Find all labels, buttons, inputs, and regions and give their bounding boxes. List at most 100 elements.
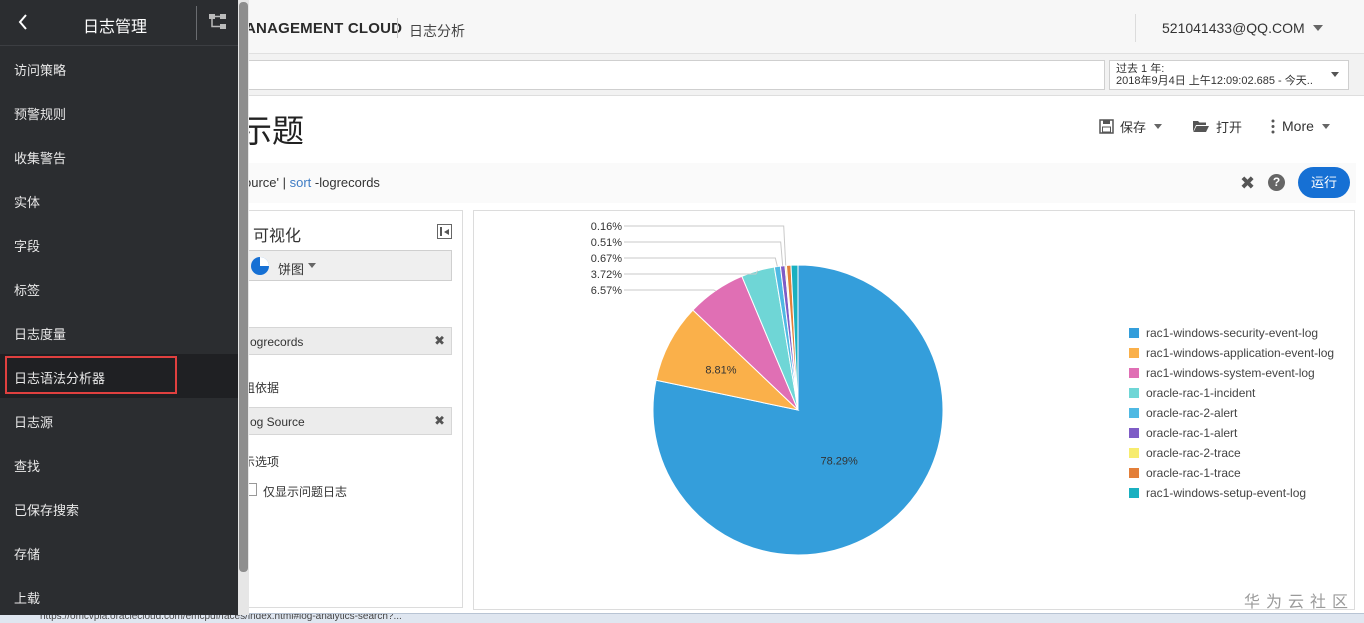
- sidebar-item-log-sources[interactable]: 日志源: [0, 398, 238, 442]
- clear-query-close-icon[interactable]: ✖: [1240, 173, 1256, 193]
- status-url: https://omcvpla.oraclecloud.com/emcpdf/f…: [40, 613, 402, 622]
- sidebar-item-uploads[interactable]: 上载: [0, 574, 238, 618]
- sidebar-scrollbar-thumb[interactable]: [239, 2, 248, 572]
- sidebar-item-label: 访问策略: [14, 63, 67, 78]
- sidebar: 日志管理 访问策略预警规则收集警告实体字段标签日志度量日志语法分析器日志源查找已…: [0, 0, 238, 615]
- chart-panel: 78.29% 8.81% 6.57% 3.72% 0.67% 0.51% 0.16% rac…: [473, 210, 1355, 610]
- sidebar-item-entities[interactable]: 实体: [0, 178, 238, 222]
- save-chevron-down-icon: [1154, 123, 1163, 129]
- time-range-line2: 2018年9月4日 上午12:09:02.685 - 今天..: [1116, 75, 1313, 87]
- user-divider: [1135, 14, 1136, 42]
- header-section-link[interactable]: 日志分析: [409, 23, 465, 39]
- remove-group-by-close-icon[interactable]: ✖: [434, 413, 445, 428]
- display-options-label: 示选项: [243, 455, 280, 469]
- run-button[interactable]: 运行: [1298, 167, 1350, 198]
- brand-name: ANAGEMENT CLOUD: [245, 20, 403, 37]
- sidebar-title: 日志管理: [83, 19, 148, 36]
- legend-item[interactable]: oracle-rac-1-trace: [1129, 463, 1334, 483]
- sidebar-item-label: 日志度量: [14, 327, 67, 342]
- visualization-panel: 可视化 饼图 ogrecords ✖ 组依据 og Source ✖ 示选项 仅…: [240, 210, 463, 608]
- chart-type-label: 饼图: [278, 262, 305, 277]
- user-menu[interactable]: 521041433@QQ.COM: [1162, 20, 1305, 36]
- watermark: 华为云社区: [1244, 594, 1355, 611]
- pie-chart-icon: [251, 257, 269, 275]
- pie-label-6: 0.16%: [591, 221, 622, 233]
- group-by-field-label: og Source: [250, 415, 305, 429]
- legend-item[interactable]: rac1-windows-security-event-log: [1129, 323, 1334, 343]
- sidebar-item-access-policy[interactable]: 访问策略: [0, 46, 238, 90]
- more-button-label: More: [1282, 118, 1314, 134]
- pie-leader-line-3: [624, 270, 759, 275]
- group-by-label: 组依据: [243, 381, 280, 395]
- sidebar-item-label: 查找: [14, 459, 41, 474]
- legend-item[interactable]: rac1-windows-application-event-log: [1129, 343, 1334, 363]
- sidebar-item-log-metrics[interactable]: 日志度量: [0, 310, 238, 354]
- pie-label-3: 3.72%: [591, 269, 622, 281]
- sidebar-item-label: 日志语法分析器: [14, 371, 106, 386]
- legend-item[interactable]: oracle-rac-2-alert: [1129, 403, 1334, 423]
- legend-item[interactable]: oracle-rac-2-trace: [1129, 443, 1334, 463]
- legend-item[interactable]: rac1-windows-setup-event-log: [1129, 483, 1334, 503]
- legend-label: oracle-rac-1-incident: [1146, 386, 1256, 400]
- sidebar-item-label: 收集警告: [14, 151, 67, 166]
- legend-item[interactable]: oracle-rac-1-alert: [1129, 423, 1334, 443]
- sidebar-scrollbar[interactable]: [238, 0, 249, 615]
- help-icon[interactable]: ?: [1268, 174, 1285, 191]
- save-button-label: 保存: [1120, 119, 1147, 135]
- sidebar-item-label: 字段: [14, 239, 41, 254]
- user-menu-chevron-down-icon[interactable]: [1313, 25, 1323, 31]
- metric-field-chip[interactable]: ogrecords ✖: [245, 327, 452, 355]
- remove-metric-close-icon[interactable]: ✖: [434, 333, 445, 348]
- legend-swatch: [1129, 488, 1139, 498]
- sidebar-item-lookups[interactable]: 查找: [0, 442, 238, 486]
- collapse-panel-icon[interactable]: [437, 224, 452, 239]
- legend-label: rac1-windows-system-event-log: [1146, 366, 1315, 380]
- pie-leader-line-5: [624, 241, 784, 266]
- sidebar-item-fields[interactable]: 字段: [0, 222, 238, 266]
- folder-open-icon: [1193, 121, 1209, 132]
- legend-label: oracle-rac-1-trace: [1146, 466, 1241, 480]
- query-text[interactable]: ource' | sort -logrecords: [244, 175, 380, 190]
- query-bar[interactable]: ource' | sort -logrecords ✖ ? 运行: [240, 163, 1356, 203]
- pie-chart: 78.29% 8.81% 6.57% 3.72% 0.67% 0.51% 0.16%: [591, 221, 944, 556]
- sidebar-item-label: 上载: [14, 591, 41, 606]
- chart-legend: rac1-windows-security-event-log rac1-wind…: [1129, 323, 1334, 503]
- sidebar-item-alert-rules[interactable]: 预警规则: [0, 90, 238, 134]
- page-title: 示题: [240, 113, 305, 149]
- legend-item[interactable]: rac1-windows-system-event-log: [1129, 363, 1334, 383]
- group-by-field-chip[interactable]: og Source ✖: [245, 407, 452, 435]
- hierarchy-icon[interactable]: [208, 13, 228, 31]
- chart-type-select[interactable]: 饼图: [245, 250, 452, 281]
- pie-slice-8[interactable]: [790, 264, 799, 411]
- pie-label-1: 8.81%: [705, 365, 736, 377]
- sidebar-item-labels[interactable]: 标签: [0, 266, 238, 310]
- pie-leader-line-6: [624, 225, 787, 266]
- time-range-chevron-down-icon[interactable]: [1331, 72, 1339, 77]
- more-chevron-down-icon: [1321, 123, 1330, 129]
- show-problem-logs-label: 仅显示问题日志: [263, 485, 348, 499]
- sidebar-item-log-parsers[interactable]: 日志语法分析器: [0, 354, 238, 398]
- pie-label-0: 78.29%: [820, 456, 858, 468]
- legend-label: oracle-rac-2-alert: [1146, 406, 1238, 420]
- legend-swatch: [1129, 428, 1139, 438]
- save-button[interactable]: 保存: [1099, 116, 1163, 136]
- query-part-2: -logrecords: [311, 175, 380, 190]
- visualization-title: 可视化: [253, 228, 302, 245]
- browser-status-bar: https://omcvpla.oraclecloud.com/emcpdf/f…: [0, 613, 1364, 623]
- sidebar-header: 日志管理: [0, 0, 238, 46]
- legend-swatch: [1129, 348, 1139, 358]
- more-button[interactable]: More: [1270, 116, 1330, 136]
- legend-item[interactable]: oracle-rac-1-incident: [1129, 383, 1334, 403]
- sidebar-item-saved-searches[interactable]: 已保存搜索: [0, 486, 238, 530]
- sidebar-item-collection-warnings[interactable]: 收集警告: [0, 134, 238, 178]
- legend-label: rac1-windows-security-event-log: [1146, 326, 1319, 340]
- sidebar-item-label: 预警规则: [14, 107, 67, 122]
- open-button-label: 打开: [1216, 119, 1243, 135]
- search-input[interactable]: [245, 60, 1105, 90]
- chevron-left-icon[interactable]: [16, 12, 30, 32]
- sidebar-item-storage[interactable]: 存储: [0, 530, 238, 574]
- open-button[interactable]: 打开: [1192, 116, 1242, 136]
- legend-label: oracle-rac-1-alert: [1146, 426, 1238, 440]
- time-range-picker[interactable]: 过去 1 年: 2018年9月4日 上午12:09:02.685 - 今天..: [1109, 60, 1349, 90]
